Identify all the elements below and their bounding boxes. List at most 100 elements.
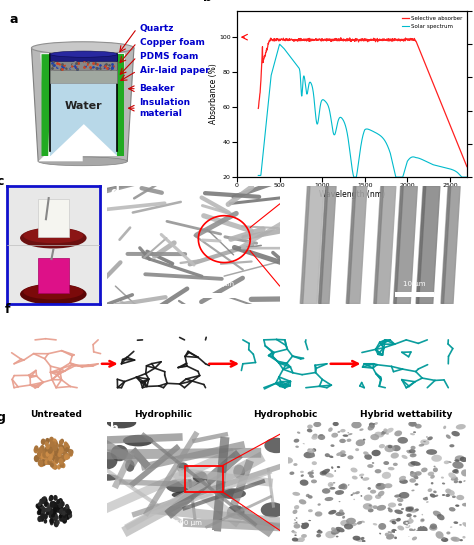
Ellipse shape: [441, 537, 448, 542]
Ellipse shape: [64, 508, 69, 515]
Ellipse shape: [370, 489, 376, 494]
Ellipse shape: [449, 444, 455, 447]
Ellipse shape: [372, 450, 381, 456]
Ellipse shape: [41, 456, 45, 461]
Ellipse shape: [53, 464, 57, 470]
Ellipse shape: [338, 484, 346, 489]
Ellipse shape: [295, 446, 299, 448]
Text: i: i: [292, 422, 296, 435]
Ellipse shape: [388, 531, 392, 534]
Ellipse shape: [410, 471, 414, 474]
Ellipse shape: [49, 455, 53, 459]
X-axis label: Wavelength (nm): Wavelength (nm): [319, 190, 385, 199]
Ellipse shape: [357, 521, 362, 525]
Ellipse shape: [393, 463, 398, 466]
Ellipse shape: [58, 446, 64, 454]
Ellipse shape: [50, 521, 54, 525]
Ellipse shape: [294, 519, 296, 521]
Ellipse shape: [49, 496, 53, 501]
Ellipse shape: [38, 459, 43, 467]
Ellipse shape: [40, 452, 46, 459]
Ellipse shape: [69, 511, 72, 515]
Ellipse shape: [64, 446, 67, 451]
Ellipse shape: [445, 488, 451, 493]
Ellipse shape: [59, 510, 63, 514]
Ellipse shape: [301, 523, 304, 524]
Ellipse shape: [65, 514, 70, 520]
Ellipse shape: [319, 434, 323, 436]
Ellipse shape: [49, 495, 54, 501]
Ellipse shape: [49, 449, 55, 456]
Ellipse shape: [294, 505, 299, 510]
Ellipse shape: [431, 482, 433, 485]
Ellipse shape: [337, 431, 340, 433]
Ellipse shape: [43, 498, 48, 504]
Ellipse shape: [312, 448, 316, 452]
Ellipse shape: [307, 425, 313, 429]
Ellipse shape: [433, 490, 437, 493]
Ellipse shape: [442, 482, 445, 485]
Bar: [202, 293, 240, 298]
Ellipse shape: [47, 447, 51, 452]
Ellipse shape: [350, 468, 357, 473]
Ellipse shape: [436, 531, 444, 539]
Ellipse shape: [410, 479, 416, 483]
Ellipse shape: [412, 536, 417, 541]
Ellipse shape: [329, 456, 333, 458]
Ellipse shape: [394, 431, 402, 437]
Ellipse shape: [43, 513, 48, 519]
Ellipse shape: [423, 441, 426, 442]
Ellipse shape: [45, 507, 48, 512]
Ellipse shape: [426, 436, 428, 438]
Ellipse shape: [325, 453, 330, 457]
Ellipse shape: [399, 479, 408, 484]
Text: Quartz: Quartz: [139, 24, 174, 33]
Ellipse shape: [359, 474, 364, 476]
Ellipse shape: [54, 458, 58, 463]
Text: b: b: [202, 0, 211, 4]
Ellipse shape: [388, 467, 394, 470]
Ellipse shape: [49, 504, 53, 509]
Ellipse shape: [53, 450, 59, 457]
Ellipse shape: [425, 497, 428, 498]
Ellipse shape: [331, 530, 334, 532]
Ellipse shape: [46, 506, 51, 512]
Polygon shape: [50, 124, 117, 156]
Ellipse shape: [441, 476, 444, 479]
Ellipse shape: [60, 516, 64, 522]
Ellipse shape: [364, 494, 373, 501]
Ellipse shape: [38, 453, 43, 460]
Ellipse shape: [340, 453, 346, 457]
Ellipse shape: [63, 514, 66, 519]
Ellipse shape: [339, 439, 346, 443]
Ellipse shape: [303, 443, 305, 444]
Ellipse shape: [61, 463, 65, 468]
Bar: [162, 530, 214, 536]
Ellipse shape: [351, 421, 362, 428]
Ellipse shape: [52, 441, 56, 447]
Bar: [7, 186, 100, 245]
Ellipse shape: [41, 459, 46, 467]
Ellipse shape: [300, 480, 309, 486]
Solar spectrum: [346, 141, 352, 148]
Ellipse shape: [54, 514, 58, 520]
Ellipse shape: [343, 434, 348, 437]
Ellipse shape: [37, 510, 41, 515]
Ellipse shape: [303, 451, 315, 458]
Ellipse shape: [420, 518, 425, 522]
Ellipse shape: [447, 461, 452, 463]
Ellipse shape: [66, 453, 70, 459]
Solar spectrum: [365, 126, 371, 132]
Ellipse shape: [375, 494, 381, 499]
Ellipse shape: [45, 459, 48, 465]
Ellipse shape: [442, 537, 445, 540]
Ellipse shape: [398, 437, 408, 444]
Selective absorber: [377, 36, 383, 43]
Ellipse shape: [392, 521, 396, 524]
Ellipse shape: [177, 462, 189, 473]
Ellipse shape: [97, 474, 118, 481]
Ellipse shape: [376, 483, 381, 486]
Ellipse shape: [50, 501, 54, 506]
Ellipse shape: [318, 530, 321, 531]
Ellipse shape: [319, 471, 327, 476]
